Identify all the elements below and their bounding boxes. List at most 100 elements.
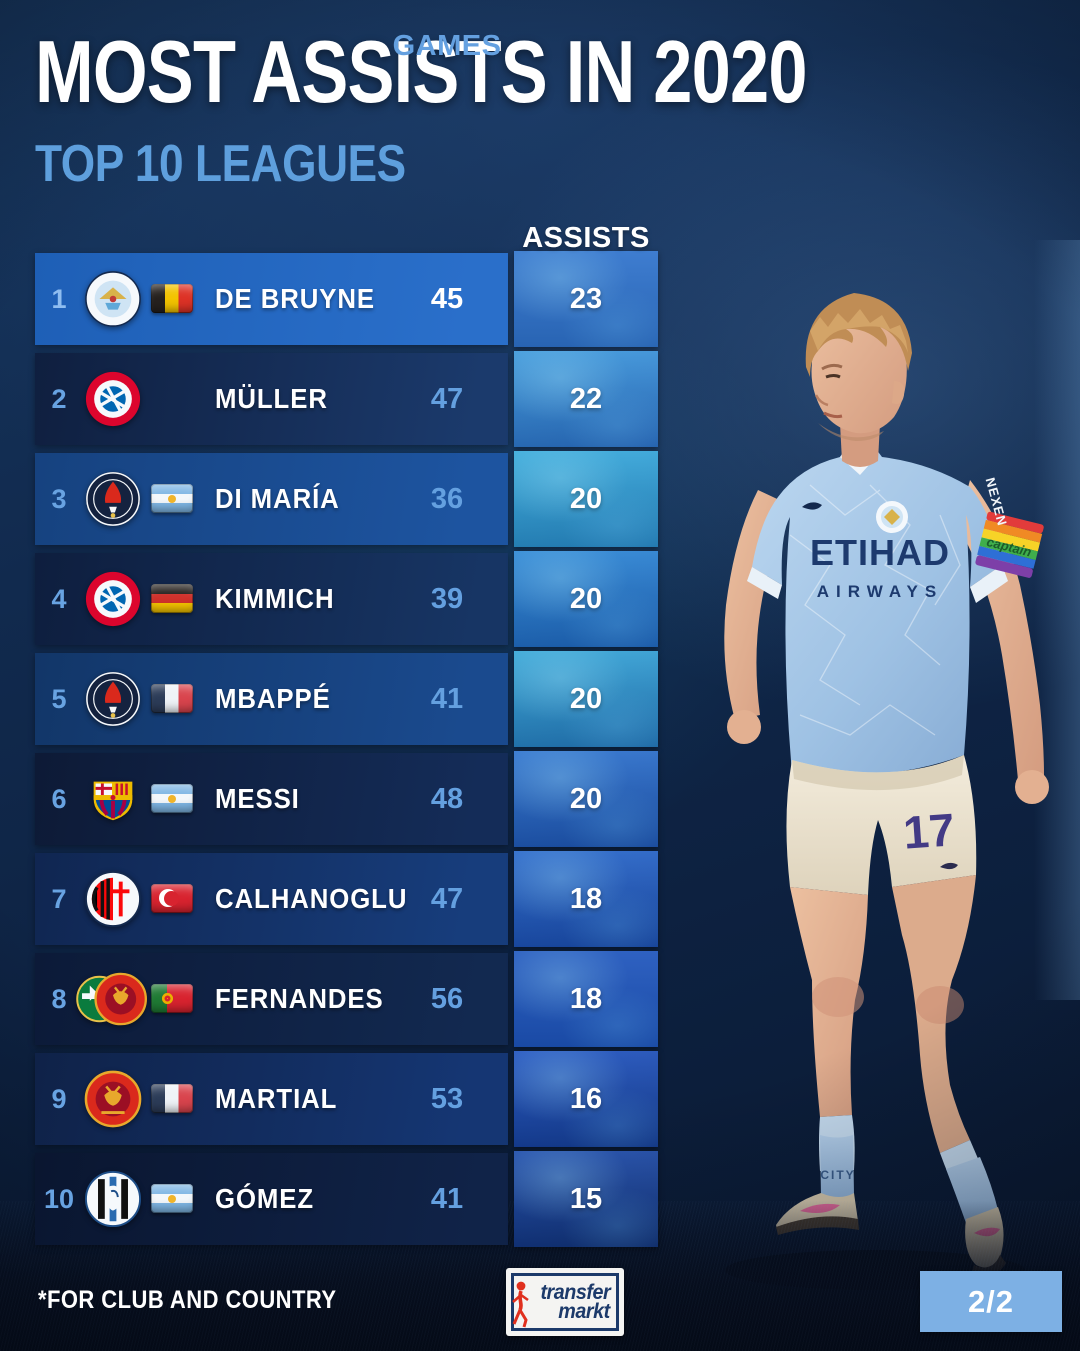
sporting-man-utd-crests-icon [76, 970, 148, 1028]
ac-milan-crest-icon [84, 870, 142, 928]
games-value: 41 [430, 1182, 464, 1215]
table-row: 1 DE BRUYNE 45 23 [35, 251, 659, 347]
transfermarkt-player-figure-icon [512, 1281, 529, 1328]
table-row: 8 FERNANDES 56 18 [35, 951, 659, 1047]
barcelona-crest-icon [84, 770, 142, 828]
row-band: 8 FERNANDES 56 [35, 953, 508, 1045]
player-name: GÓMEZ [215, 1183, 315, 1214]
france-flag-icon [151, 1084, 193, 1113]
column-header-assists: ASSISTS [522, 222, 650, 254]
row-band: 1 DE BRUYNE 45 [35, 253, 508, 345]
games-value: 41 [430, 682, 464, 715]
assists-value: 23 [569, 282, 603, 315]
shirt-sponsor-line1: ETIHAD [810, 532, 950, 573]
psg-crest-icon [84, 470, 142, 528]
transfermarkt-logo: transfer markt [506, 1268, 624, 1336]
psg-crest-icon [84, 670, 142, 728]
games-value: 56 [430, 982, 464, 1015]
page-title: MOST ASSISTS IN 2020 [35, 22, 807, 121]
table-row: 4 KIMMICH 39 20 [35, 551, 659, 647]
player-name: FERNANDES [215, 983, 384, 1014]
assists-value: 16 [569, 1082, 603, 1115]
row-band: 6 MESSI 48 [35, 753, 508, 845]
argentina-flag-icon [151, 784, 193, 813]
atalanta-crest-icon [84, 1170, 142, 1228]
assists-cell: 20 [514, 551, 658, 647]
rank-label: 1 [51, 283, 67, 314]
row-band: 3 DI MARÍA 36 [35, 453, 508, 545]
page-indicator-badge: 2/2 [920, 1271, 1062, 1332]
turkey-flag-icon [151, 884, 193, 913]
games-value: 48 [430, 782, 464, 815]
rank-label: 8 [51, 983, 67, 1014]
rank-label: 10 [43, 1183, 75, 1214]
assists-cell: 20 [514, 751, 658, 847]
man-utd-crest-icon [84, 1070, 142, 1128]
row-band: 7 CALHANOGLU 47 [35, 853, 508, 945]
table-row: 5 MBAPPÉ 41 20 [35, 651, 659, 747]
page-indicator-text: 2/2 [967, 1283, 1015, 1319]
assists-value: 18 [569, 882, 603, 915]
table-row: 10 GÓMEZ 41 15 [35, 1151, 659, 1247]
assists-value: 22 [569, 382, 603, 415]
games-value: 36 [430, 482, 464, 515]
argentina-flag-icon [151, 484, 193, 513]
portugal-flag-icon [151, 984, 193, 1013]
player-name: DE BRUYNE [215, 283, 376, 314]
assists-cell: 16 [514, 1051, 658, 1147]
table-row: 9 MARTIAL 53 16 [35, 1051, 659, 1147]
assists-cell: 18 [514, 851, 658, 947]
assists-value: 20 [569, 782, 603, 815]
argentina-flag-icon [151, 1184, 193, 1213]
man-city-crest-icon [84, 270, 142, 328]
assists-value: 15 [569, 1182, 603, 1215]
shorts-number: 17 [902, 803, 957, 858]
footnote: *FOR CLUB AND COUNTRY [38, 1286, 337, 1314]
assists-cell: 23 [514, 251, 658, 347]
player-name: CALHANOGLU [215, 883, 408, 914]
assists-cell: 18 [514, 951, 658, 1047]
assists-value: 20 [569, 582, 603, 615]
assists-cell: 22 [514, 351, 658, 447]
assists-value: 20 [569, 682, 603, 715]
rank-label: 3 [51, 483, 67, 514]
games-value: 47 [430, 882, 464, 915]
table-row: 6 MESSI 48 20 [35, 751, 659, 847]
assists-cell: 20 [514, 451, 658, 547]
games-value: 45 [430, 282, 464, 315]
player-name: DI MARÍA [215, 483, 340, 514]
assists-cell: 20 [514, 651, 658, 747]
row-band: 2 MÜLLER 47 [35, 353, 508, 445]
page-subtitle: TOP 10 LEAGUES [35, 135, 406, 193]
rank-label: 2 [51, 383, 67, 414]
sock-text: CITY [820, 1168, 855, 1182]
transfermarkt-logo-text-line1: transfer [540, 1280, 610, 1304]
rank-label: 7 [51, 883, 67, 914]
assists-cell: 15 [514, 1151, 658, 1247]
table-row: 7 CALHANOGLU 47 18 [35, 851, 659, 947]
row-band: 4 KIMMICH 39 [35, 553, 508, 645]
player-name: MBAPPÉ [215, 683, 331, 714]
rank-label: 4 [51, 583, 67, 614]
row-band: 9 MARTIAL 53 [35, 1053, 508, 1145]
assists-value: 18 [569, 982, 603, 1015]
shirt-sponsor-line2: AIRWAYS [817, 582, 943, 601]
table-row: 3 DI MARÍA 36 20 [35, 451, 659, 547]
belgium-flag-icon [151, 284, 193, 313]
france-flag-icon [151, 684, 193, 713]
player-name: MESSI [215, 783, 300, 814]
player-name: KIMMICH [215, 583, 335, 614]
row-band: 10 GÓMEZ 41 [35, 1153, 508, 1245]
games-value: 47 [430, 382, 464, 415]
transfermarkt-logo-frame: transfer markt [511, 1273, 619, 1331]
bayern-crest-icon [84, 370, 142, 428]
row-band: 5 MBAPPÉ 41 [35, 653, 508, 745]
player-name: MÜLLER [215, 383, 328, 414]
games-value: 39 [430, 582, 464, 615]
rank-label: 5 [51, 683, 67, 714]
bayern-crest-icon [84, 570, 142, 628]
rank-label: 6 [51, 783, 67, 814]
column-header-games: GAMES [392, 29, 502, 62]
germany-flag-icon [151, 584, 193, 613]
